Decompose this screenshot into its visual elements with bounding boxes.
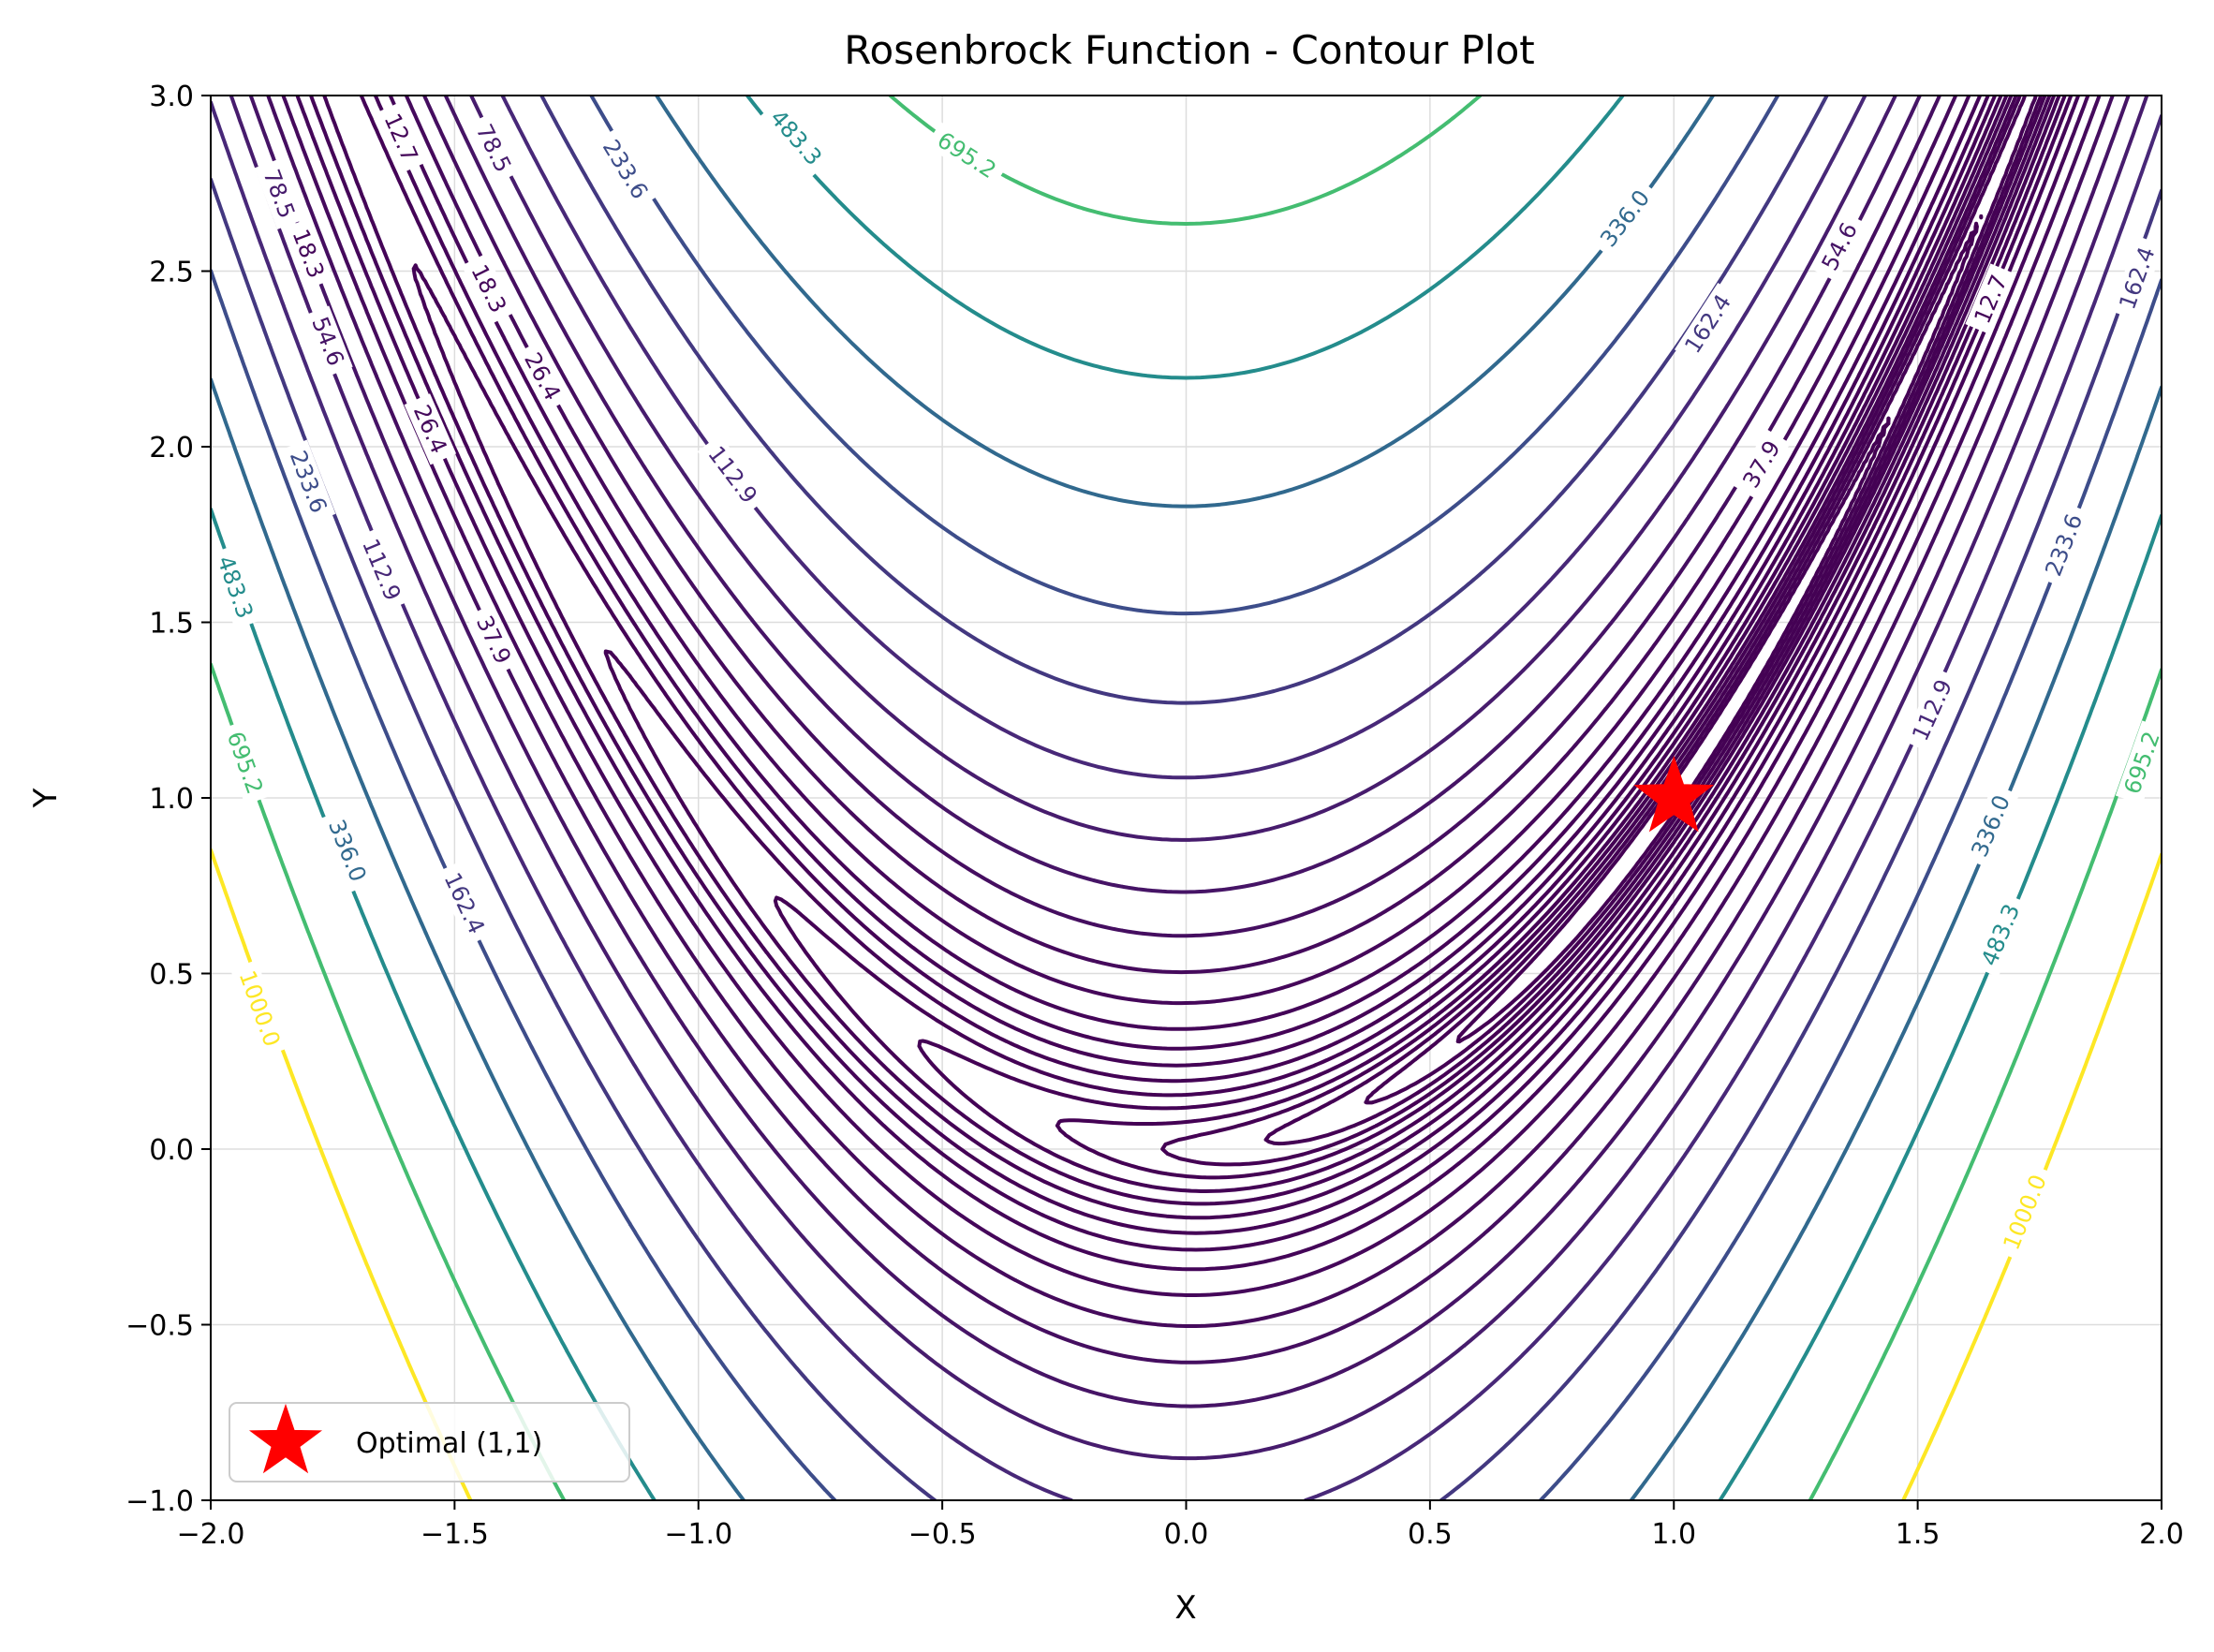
level-label-background — [466, 112, 521, 184]
level-label-background — [353, 527, 410, 612]
contour-lines — [211, 96, 2162, 1500]
level-label-background — [435, 861, 494, 946]
x-tick-label: −1.5 — [421, 1518, 489, 1551]
y-tick-label: −0.5 — [125, 1310, 194, 1343]
level-label-background — [1811, 211, 1867, 283]
y-tick-label: 0.0 — [149, 1134, 194, 1167]
x-tick-label: −1.0 — [664, 1518, 732, 1551]
contour-line-level-8 — [411, 96, 2067, 1235]
x-tick-label: 1.5 — [1896, 1518, 1941, 1551]
level-label-background — [592, 127, 658, 211]
contour-line-level-17 — [211, 96, 2162, 1500]
level-label-background — [375, 101, 427, 174]
level-label-background — [1994, 1163, 2056, 1261]
x-tick-label: 2.0 — [2139, 1518, 2184, 1551]
contour-line-level-2 — [1263, 96, 2038, 1146]
x-axis-label: X — [1174, 1589, 1196, 1627]
optimal-star-icon — [1633, 755, 1715, 833]
axis-ticks: −2.0 −1.5 −1.0 −0.5 0.0 0.5 1.0 1.5 2.0 −1.0 −0.5 0… — [125, 81, 2184, 1551]
contour-line-level-4 — [1055, 96, 2047, 1180]
legend-label: Optimal (1,1) — [356, 1427, 542, 1460]
optimal-point-marker — [1633, 755, 1715, 833]
contour-line-level-9 — [322, 96, 2074, 1252]
y-tick-label: 2.5 — [149, 257, 194, 289]
contour-level-label: 12.7 — [375, 101, 427, 174]
contour-line-level-14 — [248, 96, 2131, 1409]
contour-line-level-11 — [295, 96, 2090, 1297]
level-label-background — [218, 720, 272, 805]
chart-title: Rosenbrock Function - Contour Plot — [844, 27, 1535, 73]
y-tick-label: 1.5 — [149, 608, 194, 641]
legend: Optimal (1,1) — [229, 1402, 630, 1482]
level-label-background — [319, 808, 376, 893]
level-label-background — [1674, 282, 1742, 365]
contour-level-labels: 1000.0695.2483.3336.0233.6162.4112.978.5… — [208, 98, 2169, 1261]
legend-box — [229, 1402, 630, 1482]
contour-line-level-5 — [917, 96, 2052, 1193]
level-label-background — [280, 439, 336, 524]
level-label-background — [1589, 178, 1661, 259]
level-label-background — [1965, 263, 2017, 335]
contour-line-level-16 — [211, 96, 2162, 1500]
y-tick-label: −1.0 — [125, 1485, 194, 1518]
level-label-background — [514, 341, 570, 412]
level-label-background — [759, 98, 834, 177]
y-tick-label: 3.0 — [149, 81, 194, 113]
level-label-background — [2115, 720, 2169, 805]
x-tick-label: 0.5 — [1408, 1518, 1453, 1551]
level-label-background — [1972, 892, 2030, 978]
level-label-background — [925, 122, 1009, 189]
contour-line-level-1 — [1364, 214, 1984, 1105]
level-label-background — [404, 393, 457, 465]
level-label-background — [2110, 235, 2164, 321]
level-label-background — [697, 435, 768, 515]
level-label-background — [208, 544, 262, 630]
contour-line-level-10 — [309, 96, 2081, 1272]
x-tick-label: 0.0 — [1164, 1518, 1209, 1551]
y-tick-label: 2.0 — [149, 432, 194, 465]
level-label-background — [1902, 668, 1962, 753]
contour-line-level-6 — [773, 96, 2057, 1206]
level-label-background — [466, 604, 521, 676]
y-axis-label: Y — [27, 788, 65, 808]
legend-star-icon — [248, 1403, 323, 1474]
level-label-background — [229, 959, 289, 1058]
x-tick-label: −0.5 — [908, 1518, 977, 1551]
level-label-background — [254, 157, 304, 230]
x-tick-label: 1.0 — [1651, 1518, 1696, 1551]
contour-line-level-15 — [229, 96, 2149, 1461]
level-label-background — [2036, 502, 2092, 588]
y-tick-label: 1.0 — [149, 783, 194, 816]
level-label-background — [461, 253, 516, 325]
contour-line-level-19 — [211, 96, 2162, 1500]
y-tick-label: 0.5 — [149, 959, 194, 992]
level-label-background — [303, 305, 353, 377]
legend-star-shape — [248, 1403, 323, 1474]
contour-line-level-7 — [603, 96, 2061, 1220]
contour-line-level-3 — [1160, 96, 2044, 1167]
level-label-background — [1733, 429, 1791, 500]
contour-line-level-12 — [281, 96, 2102, 1328]
level-label-background — [1962, 784, 2019, 868]
contour-line-level-13 — [266, 96, 2115, 1364]
x-tick-label: −2.0 — [177, 1518, 245, 1551]
level-label-background — [283, 217, 333, 289]
